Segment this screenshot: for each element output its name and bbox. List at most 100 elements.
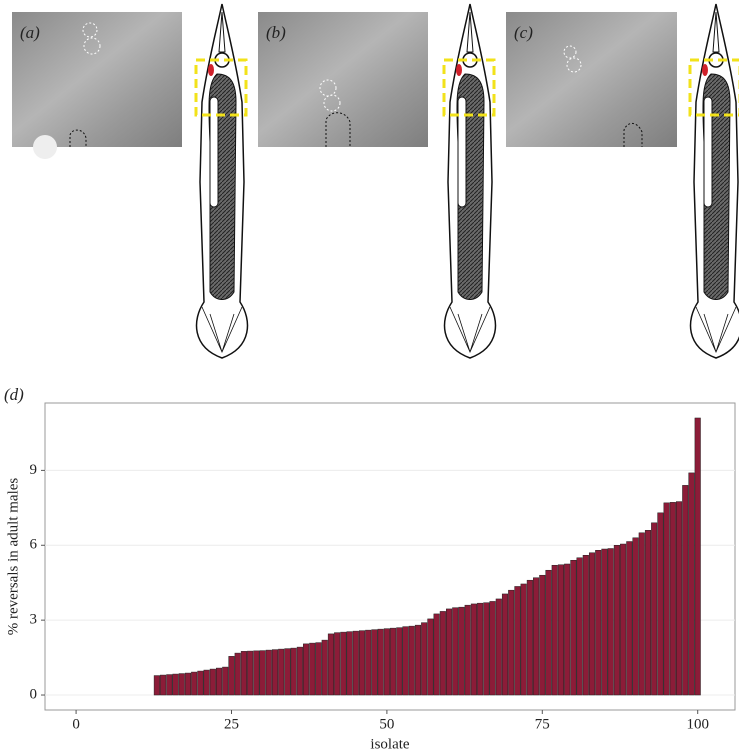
bar	[352, 630, 359, 696]
bar	[315, 642, 322, 696]
bar	[688, 472, 695, 696]
bar	[153, 675, 160, 696]
bar	[676, 501, 683, 696]
micrograph-c	[506, 12, 677, 147]
panel-label: (a)	[20, 23, 40, 42]
y-tick-label: 6	[30, 537, 38, 553]
bar	[433, 613, 440, 696]
bar	[508, 589, 515, 696]
bar	[421, 622, 428, 696]
bar	[271, 649, 279, 696]
bar	[464, 604, 471, 696]
bar	[321, 639, 328, 696]
x-tick-label: 100	[686, 716, 709, 732]
bar	[607, 548, 614, 696]
bar	[539, 574, 546, 696]
bar	[520, 583, 527, 696]
worm-diagram	[194, 2, 249, 360]
bar	[334, 632, 341, 696]
x-tick-label: 50	[379, 716, 394, 732]
y-tick-label: 0	[30, 686, 38, 702]
bar	[172, 673, 179, 696]
bar	[576, 557, 583, 696]
bar	[203, 669, 210, 696]
bar	[209, 668, 216, 696]
panel-label: (b)	[266, 23, 286, 42]
x-axis-label: isolate	[370, 736, 409, 752]
bar	[284, 648, 291, 696]
bar	[551, 564, 558, 696]
bar	[346, 631, 353, 696]
bar	[240, 651, 247, 696]
micrograph-b	[258, 12, 428, 147]
panel-label: (d)	[4, 385, 24, 404]
bar	[253, 650, 260, 696]
bar	[222, 666, 229, 696]
bar	[383, 628, 390, 696]
bar	[371, 629, 378, 696]
bar	[601, 548, 608, 696]
bar	[564, 563, 571, 696]
bar	[414, 624, 422, 696]
bar	[669, 502, 676, 696]
bar	[216, 667, 223, 696]
y-tick-label: 3	[30, 612, 38, 628]
y-axis-label: % reversals in adult males	[5, 478, 21, 636]
bar	[626, 541, 633, 696]
bar-chart: 0 3 6 9 0 25 50 75 100 isolate % reversals in adul…	[5, 402, 736, 752]
bar	[265, 649, 272, 696]
bar	[358, 630, 366, 696]
bar	[470, 603, 477, 696]
bar	[489, 601, 496, 696]
bar	[533, 577, 540, 696]
bar	[458, 606, 465, 696]
bar	[514, 586, 521, 696]
bar	[427, 618, 434, 696]
bar	[228, 656, 235, 696]
bar	[365, 629, 372, 696]
bar	[278, 648, 285, 696]
bar	[408, 625, 415, 696]
bar	[446, 608, 453, 696]
bar	[651, 522, 658, 696]
bar	[439, 611, 446, 696]
bar	[545, 569, 552, 696]
bar	[570, 559, 577, 696]
bar	[682, 485, 689, 696]
bar	[327, 633, 334, 696]
bar	[501, 593, 509, 696]
bar	[160, 674, 167, 696]
bar	[620, 543, 627, 696]
y-tick-label: 9	[30, 462, 38, 478]
micrograph-a	[12, 12, 182, 159]
bar	[495, 598, 502, 696]
bar	[526, 579, 533, 696]
bar	[296, 646, 303, 696]
bar	[309, 642, 316, 696]
bar	[582, 555, 589, 696]
bar	[402, 626, 409, 696]
bar	[234, 652, 241, 696]
bar	[483, 602, 490, 696]
bar	[178, 673, 185, 696]
bar	[166, 674, 173, 696]
bar	[595, 550, 602, 696]
bar	[644, 530, 652, 696]
worm-diagram	[688, 2, 739, 360]
bar	[396, 627, 403, 696]
bar	[632, 537, 639, 696]
worm-diagram	[442, 2, 497, 360]
bar	[340, 631, 347, 696]
bar	[657, 512, 664, 696]
x-tick-label: 0	[72, 716, 80, 732]
bar	[191, 671, 198, 696]
bar	[290, 647, 297, 696]
bar	[390, 627, 397, 696]
bar	[303, 643, 310, 696]
bar	[613, 545, 620, 696]
bar	[259, 650, 266, 696]
bar	[588, 552, 596, 696]
bar	[184, 672, 192, 696]
bar	[197, 670, 204, 696]
